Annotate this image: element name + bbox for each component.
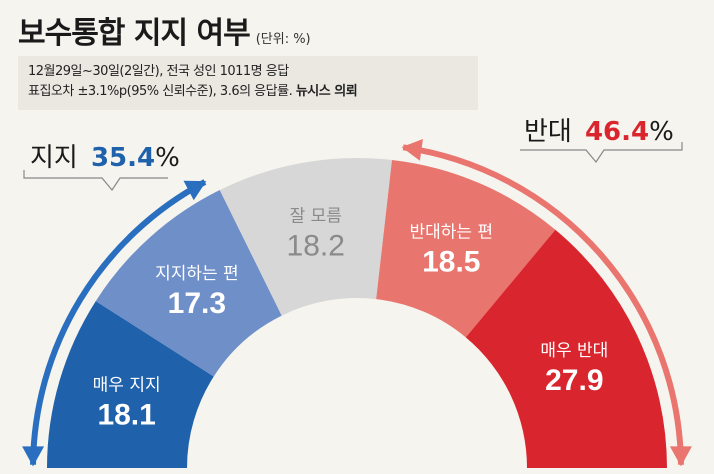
slice-support [95,190,282,377]
support-arrow-head-bottom [22,446,45,467]
support-callout-text: 지지 35.4% [30,143,180,173]
support-arrow [30,179,207,465]
note-line-1: 12월29일~30일(2일간), 전국 성인 1011명 응답 [28,64,289,79]
support-callout-label: 지지 [30,143,78,173]
oppose-callout: 반대 46.4% [520,117,683,164]
slice-oppose-value: 18.5 [422,245,480,278]
oppose-callout-value: 46.4 [585,117,649,147]
slice-support-label: 지지하는 편 [155,264,239,284]
oppose-arrow-head-bottom [669,446,692,467]
oppose-callout-text: 반대 46.4% [524,117,674,147]
support-callout-value: 35.4 [91,143,155,173]
title-row: 보수통합 지지 여부 (단위: %) [18,8,311,52]
slice-strong-oppose-value: 27.9 [545,364,603,397]
chart-title: 보수통합 지지 여부 [18,16,251,51]
slice-group [47,158,667,468]
survey-note: 12월29일~30일(2일간), 전국 성인 1011명 응답 표집오차 ±3.… [18,56,478,110]
note-line-2-prefix: 표집오차 ±3.1%p(95% 신뢰수준), 3.6의 응답률. [28,84,293,99]
slice-strong-support [47,301,214,468]
unit-label: (단위: %) [255,32,311,47]
support-callout-unit: % [155,143,180,173]
slice-oppose-label: 반대하는 편 [409,222,493,242]
slice-strong-oppose-label: 매우 반대 [540,341,608,361]
arrow-group [22,138,692,467]
oppose-callout-bubble [520,142,683,164]
support-callout-bubble [23,170,168,192]
slice-unsure-label: 잘 모름 [290,207,342,227]
slice-strong-oppose [465,229,667,468]
support-arrow-head-top [183,180,207,201]
slice-oppose [376,159,556,338]
slice-strong-support-label: 매우 지지 [93,376,161,396]
slice-label-group: 매우 지지 18.1 지지하는 편 17.3 잘 모름 18.2 반대하는 편 18.5 매우 … [93,207,609,432]
oppose-arrow-head-top [401,138,423,161]
oppose-callout-label: 반대 [524,117,572,147]
slice-support-value: 17.3 [168,287,226,320]
oppose-arrow [402,144,684,465]
slice-unsure [219,158,392,316]
oppose-callout-unit: % [649,117,674,147]
note-source: 뉴시스 의뢰 [295,84,358,99]
support-callout: 지지 35.4% [23,143,180,192]
slice-unsure-value: 18.2 [287,230,345,263]
note-line-2: 표집오차 ±3.1%p(95% 신뢰수준), 3.6의 응답률. 뉴시스 의뢰 [28,82,468,102]
slice-strong-support-value: 18.1 [97,399,155,432]
